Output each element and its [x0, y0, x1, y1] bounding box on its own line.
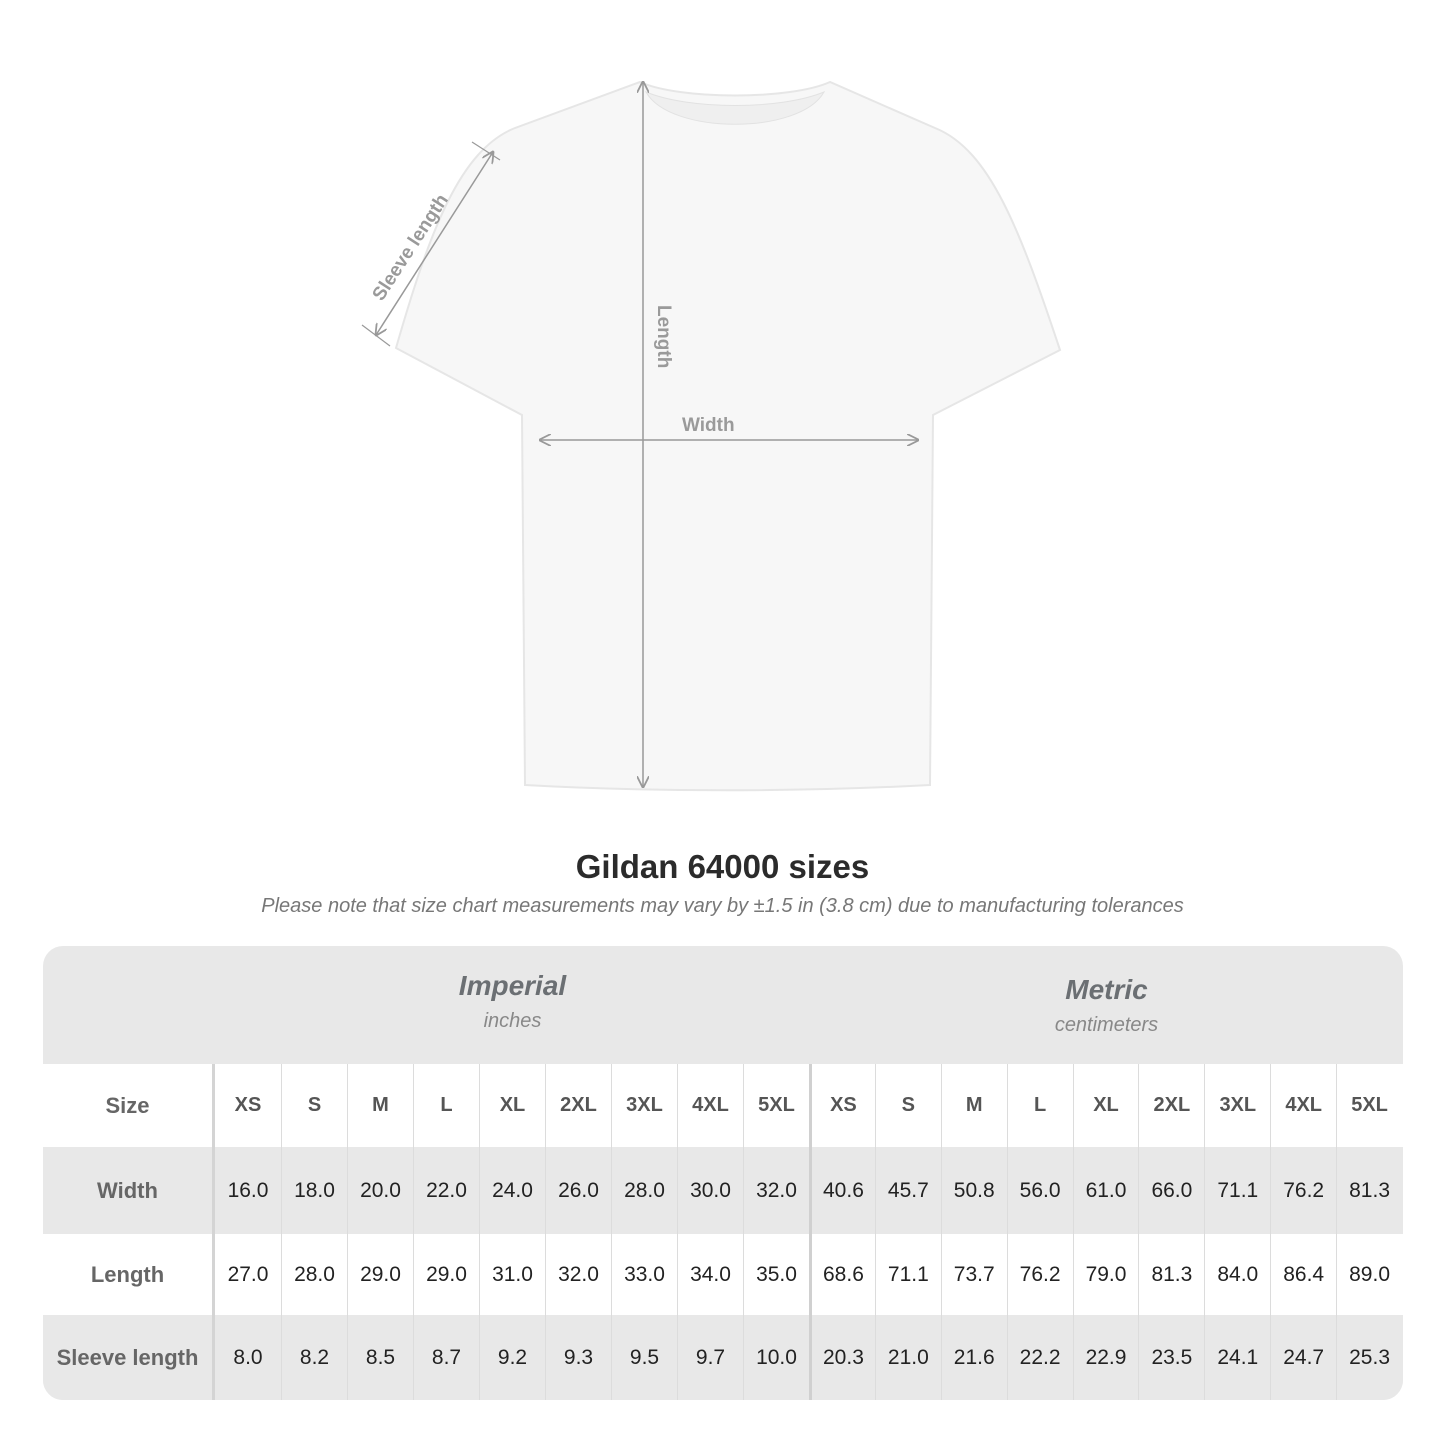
imperial-value-cell: 9.7 — [677, 1315, 743, 1400]
metric-value-cell: 86.4 — [1270, 1234, 1336, 1315]
size-header-cell: 4XL — [1270, 1064, 1336, 1147]
imperial-value-cell: 8.5 — [347, 1315, 413, 1400]
imperial-header: Imperial inches — [215, 946, 810, 1064]
row-label: Length — [43, 1234, 215, 1315]
imperial-value-cell: 24.0 — [479, 1147, 545, 1234]
size-header-cell: 3XL — [611, 1064, 677, 1147]
imperial-value-cell: 28.0 — [611, 1147, 677, 1234]
imperial-value-cell: 29.0 — [347, 1234, 413, 1315]
imperial-value-cell: 30.0 — [677, 1147, 743, 1234]
metric-unit: centimeters — [1054, 1014, 1159, 1036]
imperial-value-cell: 27.0 — [227, 1262, 269, 1286]
size-header-cell: L — [1006, 1064, 1073, 1147]
metric-value-cell: 61.0 — [1072, 1147, 1139, 1234]
size-header-cell: M — [940, 1064, 1007, 1147]
row-label: Size — [43, 1064, 215, 1147]
metric-value-cell: 81.3 — [1138, 1234, 1204, 1315]
metric-value-cell: 56.0 — [1006, 1147, 1073, 1234]
table-row: Width 16.0 18.0 20.0 22.0 24.0 26.0 28.0 30.0 32.… — [43, 1147, 1403, 1234]
imperial-value-cell: 10.0 — [743, 1315, 809, 1400]
size-header-cell: 3XL — [1204, 1064, 1270, 1147]
size-header-cell: M — [347, 1064, 413, 1147]
imperial-value-cell: 26.0 — [545, 1147, 611, 1234]
size-header-cell: 2XL — [545, 1064, 611, 1147]
metric-value-cell: 79.0 — [1072, 1234, 1139, 1315]
metric-value-cell: 23.5 — [1138, 1315, 1204, 1400]
row-label: Sleeve length — [43, 1315, 215, 1400]
imperial-value-cell: 32.0 — [743, 1147, 809, 1234]
metric-value-cell: 71.1 — [1204, 1147, 1270, 1234]
metric-value-cell: 24.7 — [1270, 1315, 1336, 1400]
metric-header: Metric centimeters — [810, 950, 1403, 1068]
width-label: Width — [682, 415, 735, 436]
imperial-value-cell: 9.5 — [611, 1315, 677, 1400]
metric-value-cell: 24.1 — [1204, 1315, 1270, 1400]
imperial-title: Imperial — [458, 970, 567, 1001]
size-header-cell: XL — [1072, 1064, 1139, 1147]
imperial-value-cell: 32.0 — [545, 1234, 611, 1315]
tolerance-note: Please note that size chart measurements… — [261, 895, 1184, 917]
size-header-cell: 5XL — [743, 1064, 809, 1147]
size-header-cell: 2XL — [1138, 1064, 1204, 1147]
size-header-cell: XS — [809, 1064, 875, 1147]
metric-value-cell: 84.0 — [1204, 1234, 1270, 1315]
metric-value-cell: 71.1 — [874, 1234, 941, 1315]
imperial-value-cell: 9.3 — [545, 1315, 611, 1400]
size-header-cell: S — [281, 1064, 347, 1147]
metric-value-cell: 20.3 — [809, 1315, 875, 1400]
imperial-value-cell: 8.2 — [281, 1315, 347, 1400]
metric-value-cell: 25.3 — [1336, 1315, 1402, 1400]
imperial-value-cell: 9.2 — [479, 1315, 545, 1400]
metric-value-cell: 66.0 — [1138, 1147, 1204, 1234]
metric-title: Metric — [1065, 974, 1148, 1005]
imperial-value-cell: 18.0 — [281, 1147, 347, 1234]
size-header-cell: 4XL — [677, 1064, 743, 1147]
imperial-value-cell: 22.0 — [413, 1147, 479, 1234]
metric-value-cell: 81.3 — [1336, 1147, 1402, 1234]
table-row: Length 27.0 28.0 29.0 29.0 31.0 32.0 33.0 34.0 35… — [43, 1234, 1403, 1315]
imperial-value-cell: 31.0 — [479, 1234, 545, 1315]
imperial-value-cell: 35.0 — [743, 1234, 809, 1315]
imperial-value-cell: 8.0 — [233, 1345, 263, 1369]
size-header-cell: XS — [234, 1094, 262, 1116]
tshirt-diagram: Sleeve length Length Width — [361, 0, 1062, 792]
imperial-value-cell: 33.0 — [611, 1234, 677, 1315]
table-row: Sleeve length 8.0 8.2 8.5 8.7 9.2 9.3 9.5 9.7 10.… — [43, 1315, 1403, 1400]
metric-value-cell: 68.6 — [809, 1234, 875, 1315]
tshirt-image — [394, 80, 1062, 792]
imperial-value-cell: 20.0 — [347, 1147, 413, 1234]
metric-value-cell: 89.0 — [1336, 1234, 1402, 1315]
metric-value-cell: 76.2 — [1006, 1234, 1073, 1315]
metric-value-cell: 50.8 — [940, 1147, 1007, 1234]
imperial-value-cell: 28.0 — [281, 1234, 347, 1315]
imperial-value-cell: 8.7 — [413, 1315, 479, 1400]
metric-value-cell: 21.0 — [874, 1315, 941, 1400]
sleeve-measure-line — [376, 152, 493, 335]
imperial-value-cell: 29.0 — [413, 1234, 479, 1315]
metric-value-cell: 22.9 — [1072, 1315, 1139, 1400]
size-header-cell: L — [413, 1064, 479, 1147]
page-title: Gildan 64000 sizes — [575, 848, 870, 885]
metric-value-cell: 21.6 — [940, 1315, 1007, 1400]
row-label: Width — [43, 1147, 215, 1234]
imperial-value-cell: 16.0 — [227, 1178, 269, 1202]
size-header-cell: S — [874, 1064, 941, 1147]
metric-value-cell: 45.7 — [874, 1147, 941, 1234]
size-header-row: Size XS S M L XL 2XL 3XL 4XL 5XL XS S M L XL 2XL 3XL 4XL 5… — [43, 1064, 1403, 1147]
metric-value-cell: 40.6 — [809, 1147, 875, 1234]
size-header-cell: XL — [479, 1064, 545, 1147]
size-header-cell: 5XL — [1336, 1064, 1402, 1147]
size-table: Imperial inches Metric centimeters Size X… — [43, 946, 1403, 1400]
imperial-unit: inches — [483, 1010, 542, 1032]
imperial-value-cell: 34.0 — [677, 1234, 743, 1315]
metric-value-cell: 22.2 — [1006, 1315, 1073, 1400]
metric-value-cell: 73.7 — [940, 1234, 1007, 1315]
length-label: Length — [653, 305, 674, 368]
metric-value-cell: 76.2 — [1270, 1147, 1336, 1234]
